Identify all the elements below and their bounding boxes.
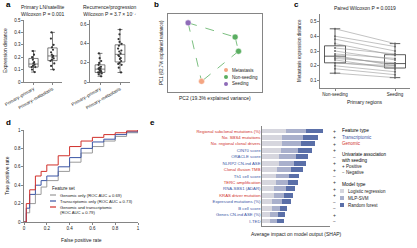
svg-text:0.8: 0.8: [112, 226, 119, 231]
svg-text:Seeding: Seeding: [387, 92, 404, 97]
svg-text:+: +: [333, 134, 336, 140]
svg-text:1: 1: [137, 226, 140, 231]
svg-text:Clonal illusion TMB: Clonal illusion TMB: [224, 167, 261, 172]
svg-text:Genomic: Genomic: [342, 141, 361, 146]
svg-text:0.2: 0.2: [310, 63, 317, 68]
svg-text:0.2: 0.2: [44, 226, 51, 231]
svg-text:−: −: [333, 199, 336, 205]
svg-text:0: 0: [18, 80, 21, 85]
svg-text:a: a: [6, 0, 11, 9]
svg-text:0.6: 0.6: [89, 226, 96, 231]
svg-text:Model type: Model type: [342, 182, 366, 187]
svg-text:0: 0: [84, 80, 87, 85]
svg-text:NLRP2 CN-ind ASE: NLRP2 CN-ind ASE: [223, 161, 261, 166]
svg-text:+: +: [333, 160, 336, 166]
svg-text:Recurrence/progressionWilcoxon: Recurrence/progressionWilcoxon P = 3.7 ×…: [83, 4, 137, 17]
svg-text:Primary–primary: Primary–primary: [4, 86, 36, 107]
svg-text:Primary–metastasis: Primary–metastasis: [17, 86, 54, 110]
svg-text:+: +: [333, 147, 336, 153]
svg-text:0.2: 0.2: [14, 201, 21, 206]
svg-text:Feature set: Feature set: [52, 186, 76, 191]
svg-text:Expressed mutations (%): Expressed mutations (%): [213, 199, 262, 204]
svg-text:−: −: [333, 205, 336, 211]
svg-text:d: d: [6, 118, 11, 127]
svg-text:B cell score: B cell score: [238, 206, 261, 211]
svg-text:Genes CN-ind ASE (%): Genes CN-ind ASE (%): [216, 212, 261, 217]
svg-text:0.4: 0.4: [14, 183, 21, 188]
svg-text:0.8: 0.8: [14, 146, 21, 151]
svg-text:0: 0: [23, 226, 26, 231]
svg-text:True positive rate: True positive rate: [4, 156, 10, 195]
svg-text:Metastasis expression distance: Metastasis expression distance: [297, 19, 302, 82]
svg-text:0: 0: [18, 220, 21, 225]
svg-text:+: +: [333, 186, 336, 192]
svg-text:0.5: 0.5: [14, 18, 21, 23]
svg-text:TERC amplification: TERC amplification: [224, 180, 261, 185]
svg-text:+: +: [333, 212, 336, 218]
svg-text:Logistic regression: Logistic regression: [348, 189, 386, 194]
svg-text:+: +: [333, 141, 336, 147]
svg-text:Primary–primary: Primary–primary: [71, 86, 103, 107]
svg-text:Non-seeding: Non-seeding: [232, 75, 258, 80]
svg-text:RNA-SBS1 (ADAR): RNA-SBS1 (ADAR): [223, 186, 261, 191]
svg-text:Primary regions: Primary regions: [347, 99, 383, 105]
svg-text:− Negative: − Negative: [342, 170, 364, 175]
svg-text:0.1: 0.1: [310, 78, 317, 83]
svg-text:c: c: [294, 0, 299, 9]
svg-text:0.6: 0.6: [14, 164, 21, 169]
svg-text:−: −: [333, 154, 336, 160]
svg-text:Genomic and transcriptomic(ROC: Genomic and transcriptomic(ROC AUC = 0.7…: [60, 205, 112, 215]
svg-text:Transcriptomic only (ROC AUC =: Transcriptomic only (ROC AUC = 0.73): [60, 199, 133, 204]
svg-text:+: +: [333, 192, 336, 198]
svg-text:+ Positive: + Positive: [342, 164, 362, 169]
svg-text:0.4: 0.4: [14, 30, 21, 35]
svg-text:Paired Wilcoxon P = 0.0019: Paired Wilcoxon P = 0.0019: [334, 5, 396, 11]
svg-text:Non-seeding: Non-seeding: [322, 92, 348, 97]
svg-text:Average impact on model output: Average impact on model output (SHAP): [251, 231, 342, 237]
svg-text:+: +: [333, 167, 336, 173]
svg-text:PC1 (62.7% explained variance): PC1 (62.7% explained variance): [159, 20, 164, 85]
svg-text:0.4: 0.4: [80, 41, 87, 46]
svg-text:−: −: [333, 173, 336, 179]
svg-text:0.5: 0.5: [310, 19, 317, 24]
svg-text:0.2: 0.2: [80, 60, 87, 65]
svg-text:ORACLE score: ORACLE score: [231, 154, 261, 159]
svg-text:+: +: [333, 179, 336, 185]
svg-text:Univariate associationwith see: Univariate associationwith seeding: [342, 152, 387, 163]
svg-text:0.3: 0.3: [14, 42, 21, 47]
svg-text:0.2: 0.2: [14, 55, 21, 60]
svg-text:e: e: [150, 118, 155, 127]
svg-text:Primary–metastasis: Primary–metastasis: [85, 86, 122, 110]
svg-text:Primary LN/satelliteWilcoxon P: Primary LN/satelliteWilcoxon P = 0.001: [21, 4, 65, 17]
svg-text:−: −: [333, 218, 336, 224]
svg-text:Feature type: Feature type: [342, 128, 369, 133]
svg-text:Seeding: Seeding: [232, 81, 249, 86]
svg-text:0.4: 0.4: [310, 34, 317, 39]
svg-text:Metastasis: Metastasis: [232, 68, 254, 73]
svg-text:KRAS driver mutation: KRAS driver mutation: [219, 193, 261, 198]
svg-text:0.1: 0.1: [14, 67, 21, 72]
svg-text:Random forest: Random forest: [348, 203, 378, 208]
svg-text:CIN70 score: CIN70 score: [237, 148, 261, 153]
svg-text:Th1 cell score: Th1 cell score: [234, 174, 261, 179]
svg-text:MLP-SVM: MLP-SVM: [348, 196, 369, 201]
svg-text:1: 1: [18, 128, 21, 133]
svg-text:False positive rate: False positive rate: [61, 237, 102, 243]
svg-text:Regional subclonal mutations (: Regional subclonal mutations (%): [197, 129, 262, 134]
svg-text:Expression distance: Expression distance: [2, 28, 8, 73]
svg-text:0.6: 0.6: [80, 22, 87, 27]
svg-text:b: b: [154, 0, 159, 9]
svg-text:I-TED: I-TED: [249, 219, 260, 224]
svg-text:No. SBS4 mutations: No. SBS4 mutations: [222, 135, 261, 140]
svg-text:Transcriptomic: Transcriptomic: [342, 135, 372, 140]
svg-text:0.3: 0.3: [310, 49, 317, 54]
svg-text:0.4: 0.4: [66, 226, 73, 231]
svg-text:+: +: [333, 128, 336, 134]
svg-text:No. regional clonal drivers: No. regional clonal drivers: [211, 141, 261, 146]
svg-text:Genomic only (ROC AUC = 0.69): Genomic only (ROC AUC = 0.69): [60, 193, 122, 198]
svg-text:PC2 (19.3% explained variance): PC2 (19.3% explained variance): [179, 95, 251, 101]
